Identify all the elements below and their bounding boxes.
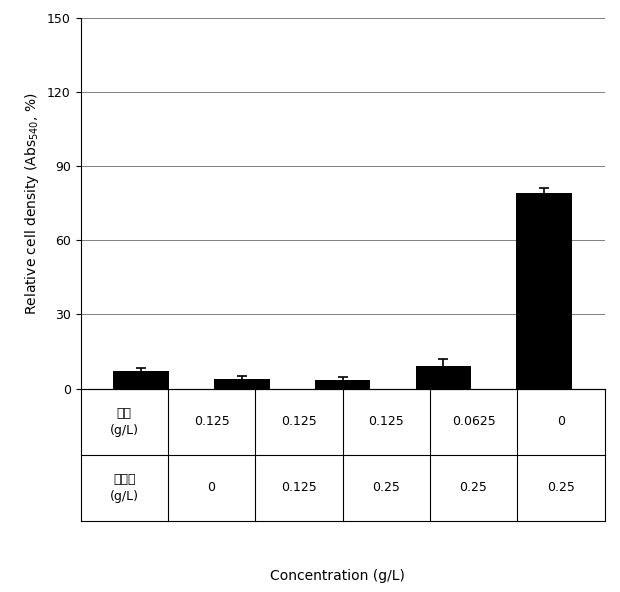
Text: 0: 0 (557, 415, 565, 428)
Text: Concentration (g/L): Concentration (g/L) (270, 569, 405, 583)
Text: 0.25: 0.25 (372, 481, 400, 494)
Y-axis label: Relative cell density (Abs$_{540}$, %): Relative cell density (Abs$_{540}$, %) (24, 92, 42, 314)
Text: 0.125: 0.125 (193, 415, 229, 428)
Text: 0.25: 0.25 (459, 481, 487, 494)
Text: 0.125: 0.125 (281, 481, 317, 494)
Text: 0.125: 0.125 (368, 415, 404, 428)
Text: 석창포
(g/L): 석창포 (g/L) (110, 473, 139, 503)
Text: 0.0625: 0.0625 (451, 415, 495, 428)
Bar (214, 379, 270, 388)
Text: 0.25: 0.25 (547, 481, 575, 494)
Text: 0: 0 (208, 481, 216, 494)
Text: 0.125: 0.125 (281, 415, 317, 428)
Bar (516, 193, 572, 388)
Text: 계지
(g/L): 계지 (g/L) (110, 407, 139, 437)
Bar (315, 380, 370, 388)
Bar (415, 366, 471, 388)
Bar (113, 371, 169, 388)
